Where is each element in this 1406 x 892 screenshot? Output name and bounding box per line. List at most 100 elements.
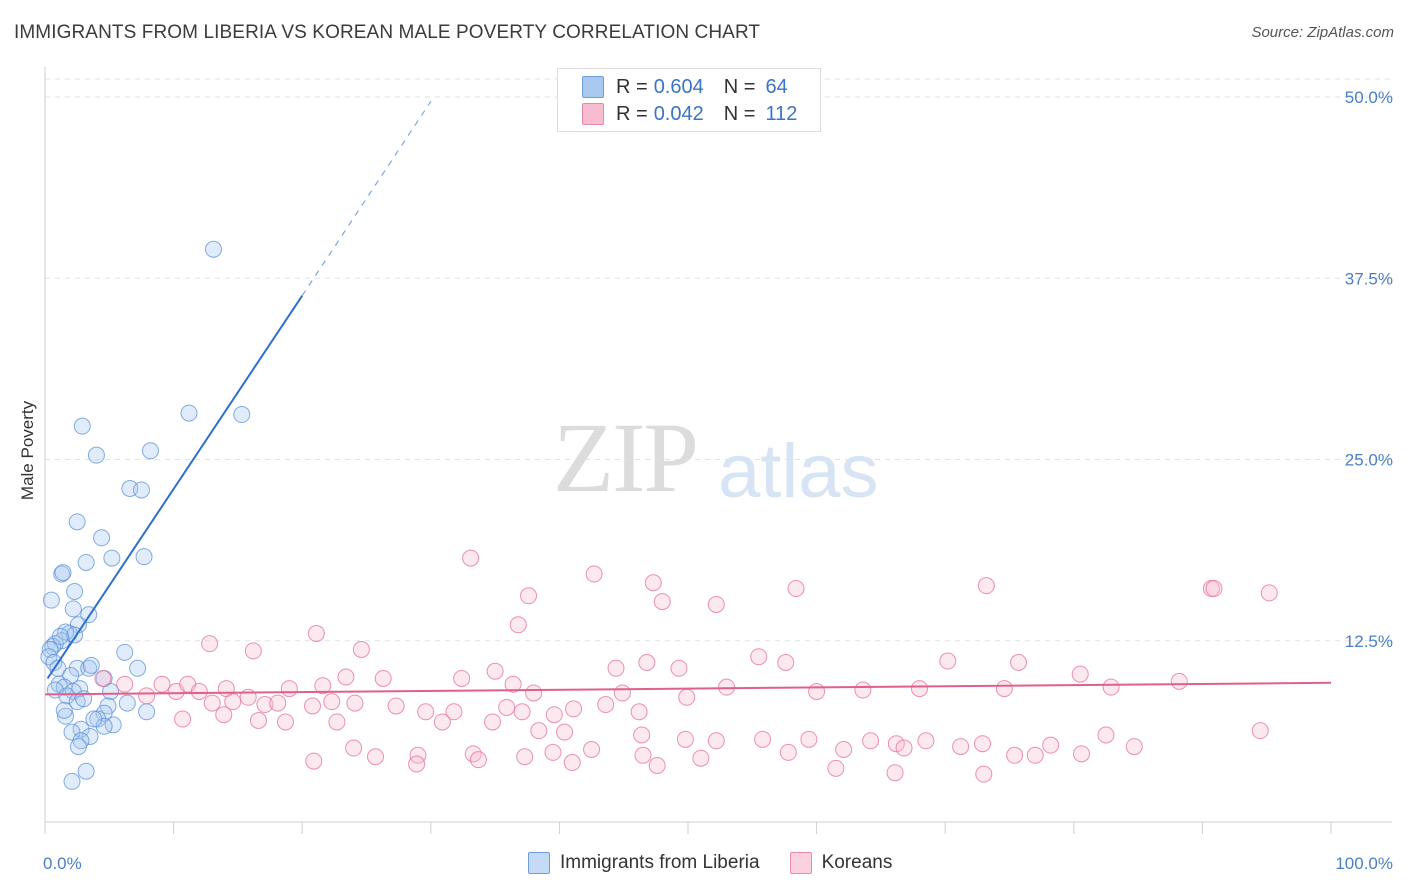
legend-r-label: R = xyxy=(616,75,648,98)
point-koreans xyxy=(634,746,652,764)
point-koreans xyxy=(633,726,651,744)
point-koreans xyxy=(323,693,341,711)
point-liberia xyxy=(51,627,69,645)
point-koreans xyxy=(1006,746,1024,764)
point-koreans xyxy=(638,654,656,671)
point-liberia xyxy=(87,446,105,464)
point-koreans xyxy=(583,741,601,758)
point-koreans xyxy=(520,587,538,605)
y-tick-label: 25.0% xyxy=(1345,451,1393,470)
point-koreans xyxy=(504,675,522,693)
source-label: Source: ZipAtlas.com xyxy=(1251,24,1394,41)
point-liberia xyxy=(141,442,159,460)
point-koreans xyxy=(862,732,880,750)
point-koreans xyxy=(556,723,574,741)
point-liberia xyxy=(93,529,111,547)
point-koreans xyxy=(116,675,134,693)
point-liberia xyxy=(135,548,153,566)
legend-n-value: 64 xyxy=(765,75,788,98)
point-liberia xyxy=(103,549,121,567)
y-tick-label: 50.0% xyxy=(1345,88,1393,107)
point-koreans xyxy=(367,748,385,766)
point-koreans xyxy=(808,683,826,700)
point-liberia xyxy=(104,716,122,734)
legend-item-liberia[interactable]: Immigrants from Liberia xyxy=(528,852,760,874)
point-liberia xyxy=(138,703,156,721)
point-koreans xyxy=(707,596,725,613)
legend-r-value: 0.604 xyxy=(653,75,704,98)
point-koreans xyxy=(417,703,435,721)
point-koreans xyxy=(1073,745,1091,763)
point-koreans xyxy=(1026,746,1044,764)
point-koreans xyxy=(973,735,991,753)
point-koreans xyxy=(256,696,274,714)
point-koreans xyxy=(718,678,736,696)
point-koreans xyxy=(408,755,426,773)
point-liberia xyxy=(58,687,76,705)
point-koreans xyxy=(203,694,221,712)
point-koreans xyxy=(544,743,562,761)
point-liberia xyxy=(77,762,95,780)
point-koreans xyxy=(887,735,905,753)
point-liberia xyxy=(129,659,147,677)
watermark-atlas: atlas xyxy=(718,429,879,514)
point-koreans xyxy=(409,746,427,764)
legend-swatch-koreans xyxy=(789,852,812,874)
point-liberia xyxy=(233,406,251,424)
point-koreans xyxy=(827,759,845,777)
point-koreans xyxy=(917,732,935,750)
point-koreans xyxy=(886,764,904,782)
point-koreans xyxy=(692,749,710,767)
point-liberia xyxy=(54,564,72,582)
point-koreans xyxy=(201,635,219,653)
trendline-liberia-extension xyxy=(301,101,432,296)
point-koreans xyxy=(707,732,725,750)
point-liberia xyxy=(85,710,103,728)
point-koreans xyxy=(939,652,957,670)
point-koreans xyxy=(835,741,853,758)
point-liberia xyxy=(89,710,107,728)
point-koreans xyxy=(328,713,346,731)
point-liberia xyxy=(102,683,120,700)
point-koreans xyxy=(513,703,531,721)
point-koreans xyxy=(585,565,603,583)
point-koreans xyxy=(387,697,405,715)
point-koreans xyxy=(1097,726,1115,744)
legend-label-liberia: Immigrants from Liberia xyxy=(560,852,760,873)
point-koreans xyxy=(545,706,563,724)
point-koreans xyxy=(750,648,768,666)
point-liberia xyxy=(95,704,113,722)
point-koreans xyxy=(754,730,772,748)
legend-item-koreans[interactable]: Koreans xyxy=(789,852,893,874)
point-koreans xyxy=(995,680,1013,698)
point-koreans xyxy=(462,549,480,567)
point-liberia xyxy=(69,738,87,756)
legend-n-value: 112 xyxy=(765,102,798,125)
point-liberia xyxy=(80,659,98,677)
legend-label-koreans: Koreans xyxy=(821,852,893,873)
trendline-liberia xyxy=(46,295,304,680)
point-koreans xyxy=(1125,738,1143,756)
point-liberia xyxy=(66,582,84,600)
point-koreans xyxy=(854,681,872,699)
series-legend: Immigrants from Liberia Koreans xyxy=(528,852,922,874)
point-koreans xyxy=(509,616,527,634)
point-koreans xyxy=(565,700,583,718)
point-koreans xyxy=(630,703,648,721)
point-koreans xyxy=(777,654,795,671)
point-koreans xyxy=(453,669,471,687)
legend-row-koreans: R = 0.042 N = 112 xyxy=(582,102,797,126)
legend-row-liberia: R = 0.604 N = 64 xyxy=(582,75,788,99)
point-koreans xyxy=(484,713,502,731)
point-koreans xyxy=(1205,580,1223,598)
point-koreans xyxy=(244,642,262,660)
chart-title: IMMIGRANTS FROM LIBERIA VS KOREAN MALE P… xyxy=(14,22,761,43)
point-liberia xyxy=(77,553,95,571)
point-koreans xyxy=(910,680,928,698)
point-koreans xyxy=(498,698,516,716)
point-koreans xyxy=(800,730,818,748)
legend-swatch-liberia xyxy=(582,76,604,98)
point-koreans xyxy=(303,697,321,715)
point-koreans xyxy=(314,677,332,695)
